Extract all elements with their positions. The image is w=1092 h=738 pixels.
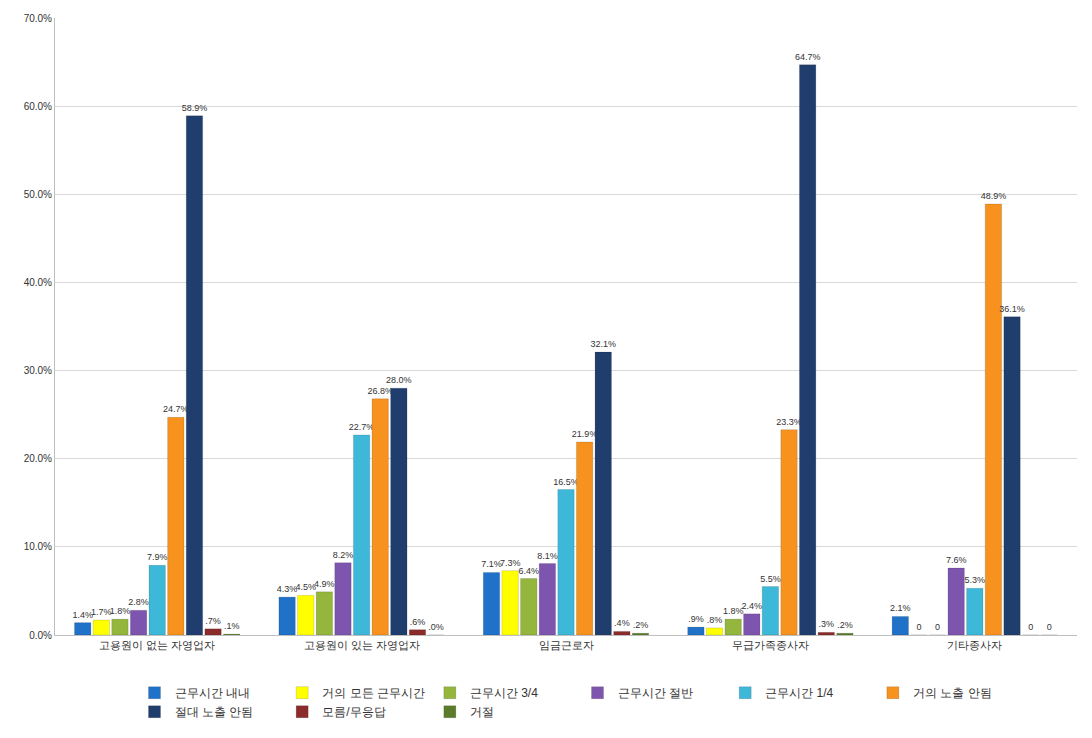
- svg-text:1.4%: 1.4%: [72, 610, 93, 620]
- svg-text:고용원이 있는 자영업자: 고용원이 있는 자영업자: [304, 639, 420, 651]
- svg-text:0: 0: [1047, 622, 1052, 632]
- svg-text:21.9%: 21.9%: [572, 429, 598, 439]
- svg-text:5.5%: 5.5%: [760, 574, 781, 584]
- svg-text:10.0%: 10.0%: [24, 541, 52, 552]
- svg-text:20.0%: 20.0%: [24, 453, 52, 464]
- svg-text:고용원이 없는 자영업자: 고용원이 없는 자영업자: [99, 639, 215, 651]
- svg-text:근무시간 절반: 근무시간 절반: [618, 686, 693, 700]
- svg-text:0: 0: [935, 622, 940, 632]
- svg-text:16.5%: 16.5%: [553, 477, 579, 487]
- svg-text:.1%: .1%: [224, 621, 240, 631]
- svg-text:근무시간 내내: 근무시간 내내: [175, 686, 250, 700]
- svg-text:1.8%: 1.8%: [723, 606, 744, 616]
- svg-text:8.2%: 8.2%: [333, 550, 354, 560]
- svg-text:1.7%: 1.7%: [91, 607, 112, 617]
- svg-text:60.0%: 60.0%: [24, 101, 52, 112]
- svg-text:.3%: .3%: [819, 619, 835, 629]
- svg-text:7.6%: 7.6%: [946, 555, 967, 565]
- svg-text:22.7%: 22.7%: [349, 422, 375, 432]
- svg-text:6.4%: 6.4%: [518, 566, 539, 576]
- svg-text:0: 0: [916, 622, 921, 632]
- svg-text:23.3%: 23.3%: [776, 417, 802, 427]
- svg-text:.0%: .0%: [428, 622, 444, 632]
- svg-text:24.7%: 24.7%: [163, 404, 189, 414]
- svg-text:임금근로자: 임금근로자: [539, 639, 594, 651]
- svg-text:40.0%: 40.0%: [24, 277, 52, 288]
- svg-text:근무시간 1/4: 근무시간 1/4: [765, 686, 833, 700]
- svg-text:.6%: .6%: [410, 617, 426, 627]
- svg-text:4.5%: 4.5%: [295, 582, 316, 592]
- svg-text:1.8%: 1.8%: [110, 606, 131, 616]
- svg-text:거의 노출 안됨: 거의 노출 안됨: [913, 686, 992, 700]
- svg-text:64.7%: 64.7%: [795, 52, 821, 62]
- svg-text:2.8%: 2.8%: [128, 597, 149, 607]
- svg-text:.2%: .2%: [837, 620, 853, 630]
- svg-text:48.9%: 48.9%: [981, 191, 1007, 201]
- svg-text:32.1%: 32.1%: [590, 339, 616, 349]
- svg-text:70.0%: 70.0%: [24, 13, 52, 24]
- svg-text:절대 노출 안됨: 절대 노출 안됨: [175, 705, 254, 719]
- svg-text:.7%: .7%: [205, 616, 221, 626]
- svg-text:2.1%: 2.1%: [890, 603, 911, 613]
- svg-text:7.1%: 7.1%: [481, 559, 502, 569]
- svg-text:58.9%: 58.9%: [182, 103, 208, 113]
- svg-text:2.4%: 2.4%: [742, 601, 763, 611]
- svg-text:근무시간 3/4: 근무시간 3/4: [470, 686, 538, 700]
- svg-text:30.0%: 30.0%: [24, 365, 52, 376]
- svg-text:5.3%: 5.3%: [965, 575, 986, 585]
- svg-text:36.1%: 36.1%: [999, 304, 1025, 314]
- svg-text:.4%: .4%: [614, 618, 630, 628]
- svg-text:4.9%: 4.9%: [314, 579, 335, 589]
- svg-text:.2%: .2%: [633, 620, 649, 630]
- svg-text:기타종사자: 기타종사자: [947, 639, 1002, 651]
- svg-text:0.0%: 0.0%: [29, 630, 52, 641]
- svg-text:거절: 거절: [470, 705, 494, 719]
- svg-text:거의 모든 근무시간: 거의 모든 근무시간: [322, 686, 425, 700]
- svg-text:.8%: .8%: [707, 615, 723, 625]
- svg-text:50.0%: 50.0%: [24, 189, 52, 200]
- svg-text:무급가족종사자: 무급가족종사자: [732, 639, 809, 651]
- svg-text:26.8%: 26.8%: [367, 386, 393, 396]
- svg-text:7.3%: 7.3%: [500, 558, 521, 568]
- svg-text:0: 0: [1028, 622, 1033, 632]
- svg-text:.9%: .9%: [688, 614, 704, 624]
- svg-text:모름/무응답: 모름/무응답: [322, 705, 385, 719]
- svg-text:28.0%: 28.0%: [386, 375, 412, 385]
- svg-text:8.1%: 8.1%: [537, 551, 558, 561]
- svg-text:4.3%: 4.3%: [277, 584, 298, 594]
- svg-text:7.9%: 7.9%: [147, 552, 168, 562]
